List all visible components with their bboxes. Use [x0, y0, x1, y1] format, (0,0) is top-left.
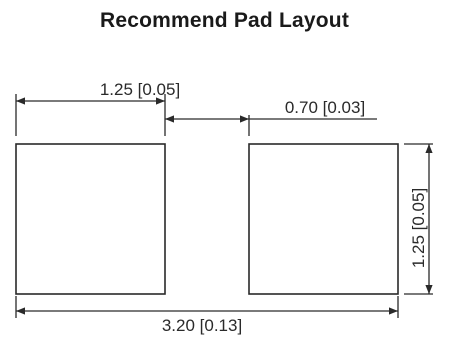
- pad-height-dimension: 1.25 [0.05]: [404, 143, 433, 295]
- pad-gap-dimension: 0.70 [0.03]: [165, 98, 377, 136]
- overall-length-label: 3.20 [0.13]: [162, 316, 242, 335]
- pad-height-label: 1.25 [0.05]: [409, 188, 428, 268]
- pad-gap-label: 0.70 [0.03]: [285, 98, 365, 117]
- overall-length-dimension: 3.20 [0.13]: [15, 296, 399, 335]
- right-pad: [248, 143, 399, 295]
- page-title: Recommend Pad Layout: [99, 9, 350, 32]
- pad-width-label: 1.25 [0.05]: [100, 80, 180, 99]
- pad-width-dimension: 1.25 [0.05]: [15, 80, 180, 136]
- left-pad: [15, 143, 166, 295]
